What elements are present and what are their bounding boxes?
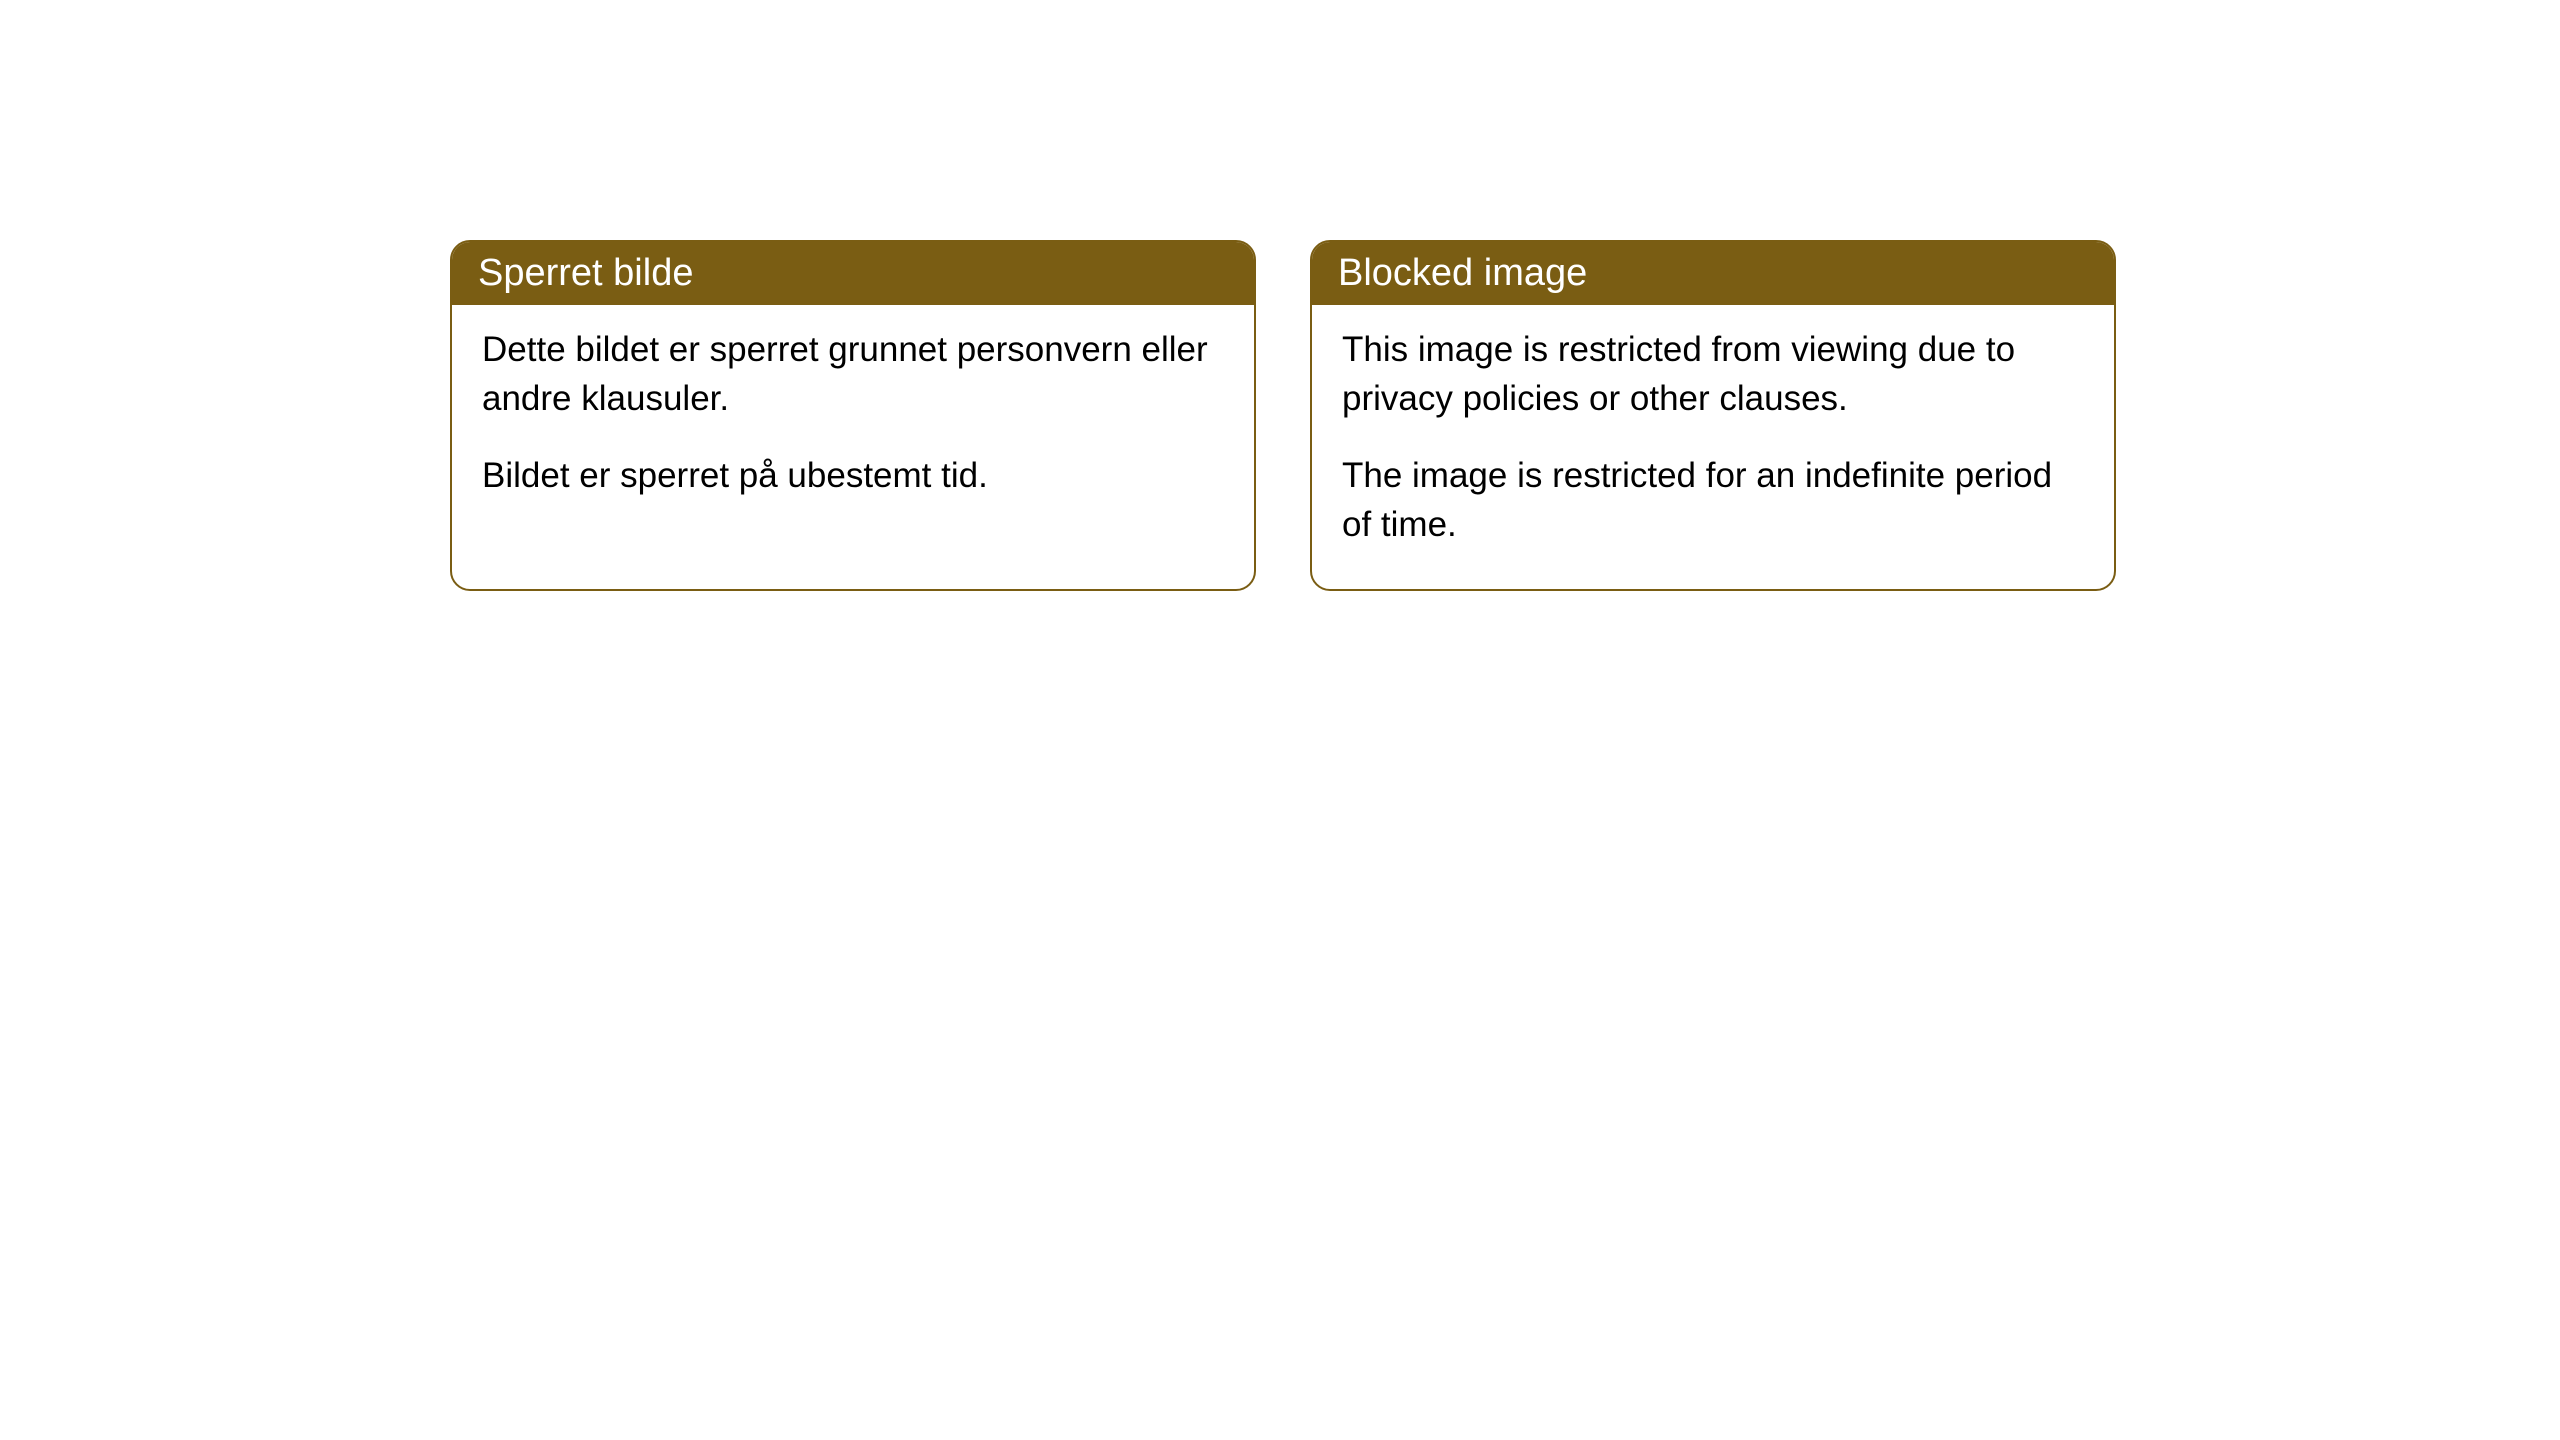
card-paragraph: The image is restricted for an indefinit… bbox=[1342, 451, 2084, 549]
card-header: Sperret bilde bbox=[452, 242, 1254, 305]
cards-container: Sperret bilde Dette bildet er sperret gr… bbox=[0, 0, 2560, 591]
card-body: Dette bildet er sperret grunnet personve… bbox=[452, 305, 1254, 540]
card-header: Blocked image bbox=[1312, 242, 2114, 305]
card-paragraph: Bildet er sperret på ubestemt tid. bbox=[482, 451, 1224, 500]
card-paragraph: This image is restricted from viewing du… bbox=[1342, 325, 2084, 423]
blocked-image-card-english: Blocked image This image is restricted f… bbox=[1310, 240, 2116, 591]
card-body: This image is restricted from viewing du… bbox=[1312, 305, 2114, 589]
blocked-image-card-norwegian: Sperret bilde Dette bildet er sperret gr… bbox=[450, 240, 1256, 591]
card-paragraph: Dette bildet er sperret grunnet personve… bbox=[482, 325, 1224, 423]
